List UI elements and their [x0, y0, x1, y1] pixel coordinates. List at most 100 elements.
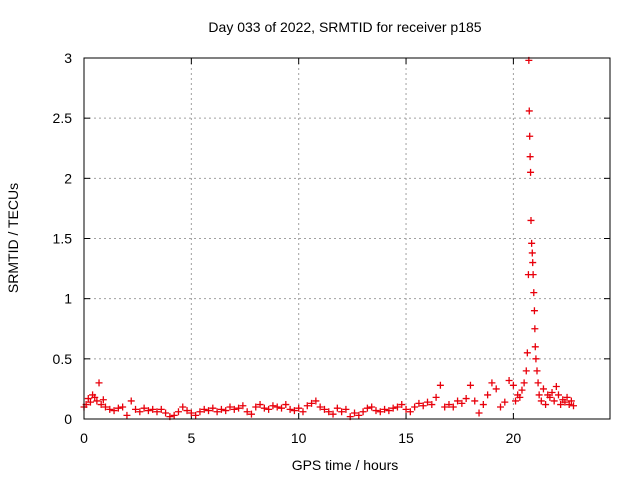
x-tick-label: 5 [187, 430, 195, 446]
data-point [505, 376, 513, 384]
data-point [402, 405, 410, 413]
data-point [525, 107, 533, 115]
data-point [93, 397, 101, 405]
data-point [527, 216, 535, 224]
y-tick-label: 3 [64, 50, 72, 66]
data-point [265, 405, 273, 413]
data-point [149, 405, 157, 413]
x-tick-label: 20 [506, 430, 522, 446]
data-point [454, 397, 462, 405]
data-point [518, 386, 526, 394]
data-point [200, 405, 208, 413]
data-point [376, 408, 384, 416]
data-point [531, 325, 539, 333]
data-point [153, 408, 161, 416]
data-point [441, 403, 449, 411]
data-point [542, 401, 550, 409]
data-point [531, 343, 539, 351]
data-point [539, 385, 547, 393]
data-point [449, 403, 457, 411]
data-point [295, 404, 303, 412]
data-point [359, 408, 367, 416]
data-point [286, 405, 294, 413]
data-point [436, 381, 444, 389]
data-point [119, 403, 127, 411]
data-point [95, 379, 103, 387]
data-point [338, 408, 346, 416]
data-point [528, 239, 536, 247]
data-point [187, 409, 195, 417]
data-point [512, 397, 520, 405]
data-point [303, 402, 311, 410]
y-tick-label: 2.5 [53, 110, 73, 126]
data-point [411, 403, 419, 411]
data-point [209, 404, 217, 412]
data-point [269, 402, 277, 410]
data-point [97, 401, 105, 409]
data-point [550, 397, 558, 405]
data-point [530, 307, 538, 315]
data-point [239, 402, 247, 410]
x-axis-label: GPS time / hours [292, 457, 399, 473]
x-tick-label: 0 [80, 430, 88, 446]
data-point [325, 408, 333, 416]
data-point [533, 367, 541, 375]
data-point [563, 393, 571, 401]
chart-title: Day 033 of 2022, SRMTID for receiver p18… [208, 19, 481, 35]
data-point [567, 397, 575, 405]
axis-ticks: 0 5 10 15 20 0 0.5 1 1.5 2 2.5 3 [53, 50, 610, 446]
data-point [123, 411, 131, 419]
data-point [320, 405, 328, 413]
data-point [516, 393, 524, 401]
data-point [458, 399, 466, 407]
data-point [552, 383, 560, 391]
data-point [471, 397, 479, 405]
data-point [273, 403, 281, 411]
data-point [488, 379, 496, 387]
data-point [99, 396, 107, 404]
y-axis-label: SRMTID / TECUs [5, 183, 21, 293]
data-point [226, 403, 234, 411]
data-point [520, 379, 528, 387]
data-point [101, 403, 109, 411]
data-point [192, 411, 200, 419]
data-point [196, 408, 204, 416]
data-point [84, 395, 92, 403]
data-point [526, 153, 534, 161]
data-point [247, 410, 255, 418]
data-point [466, 381, 474, 389]
data-point [479, 401, 487, 409]
data-point [157, 405, 165, 413]
data-point [363, 404, 371, 412]
y-tick-label: 1.5 [53, 231, 73, 247]
data-point [316, 403, 324, 411]
data-point [91, 393, 99, 401]
data-point [183, 407, 191, 415]
data-point [127, 397, 135, 405]
x-tick-label: 15 [398, 430, 414, 446]
data-point [528, 249, 536, 257]
plot-frame [83, 57, 611, 420]
y-tick-label: 2 [64, 170, 72, 186]
y-tick-label: 1 [64, 291, 72, 307]
data-point [529, 271, 537, 279]
data-point [398, 401, 406, 409]
data-point [432, 393, 440, 401]
data-point [557, 401, 565, 409]
data-point [110, 407, 118, 415]
y-tick-label: 0.5 [53, 351, 73, 367]
data-point [527, 168, 535, 176]
data-point [529, 259, 537, 267]
data-point [260, 404, 268, 412]
data-point [351, 409, 359, 417]
data-point [162, 409, 170, 417]
data-point [548, 389, 556, 397]
data-point [179, 403, 187, 411]
data-point [534, 379, 542, 387]
data-point [424, 398, 432, 406]
data-point [406, 408, 414, 416]
data-point [329, 410, 337, 418]
data-point [554, 391, 562, 399]
data-point [428, 401, 436, 409]
